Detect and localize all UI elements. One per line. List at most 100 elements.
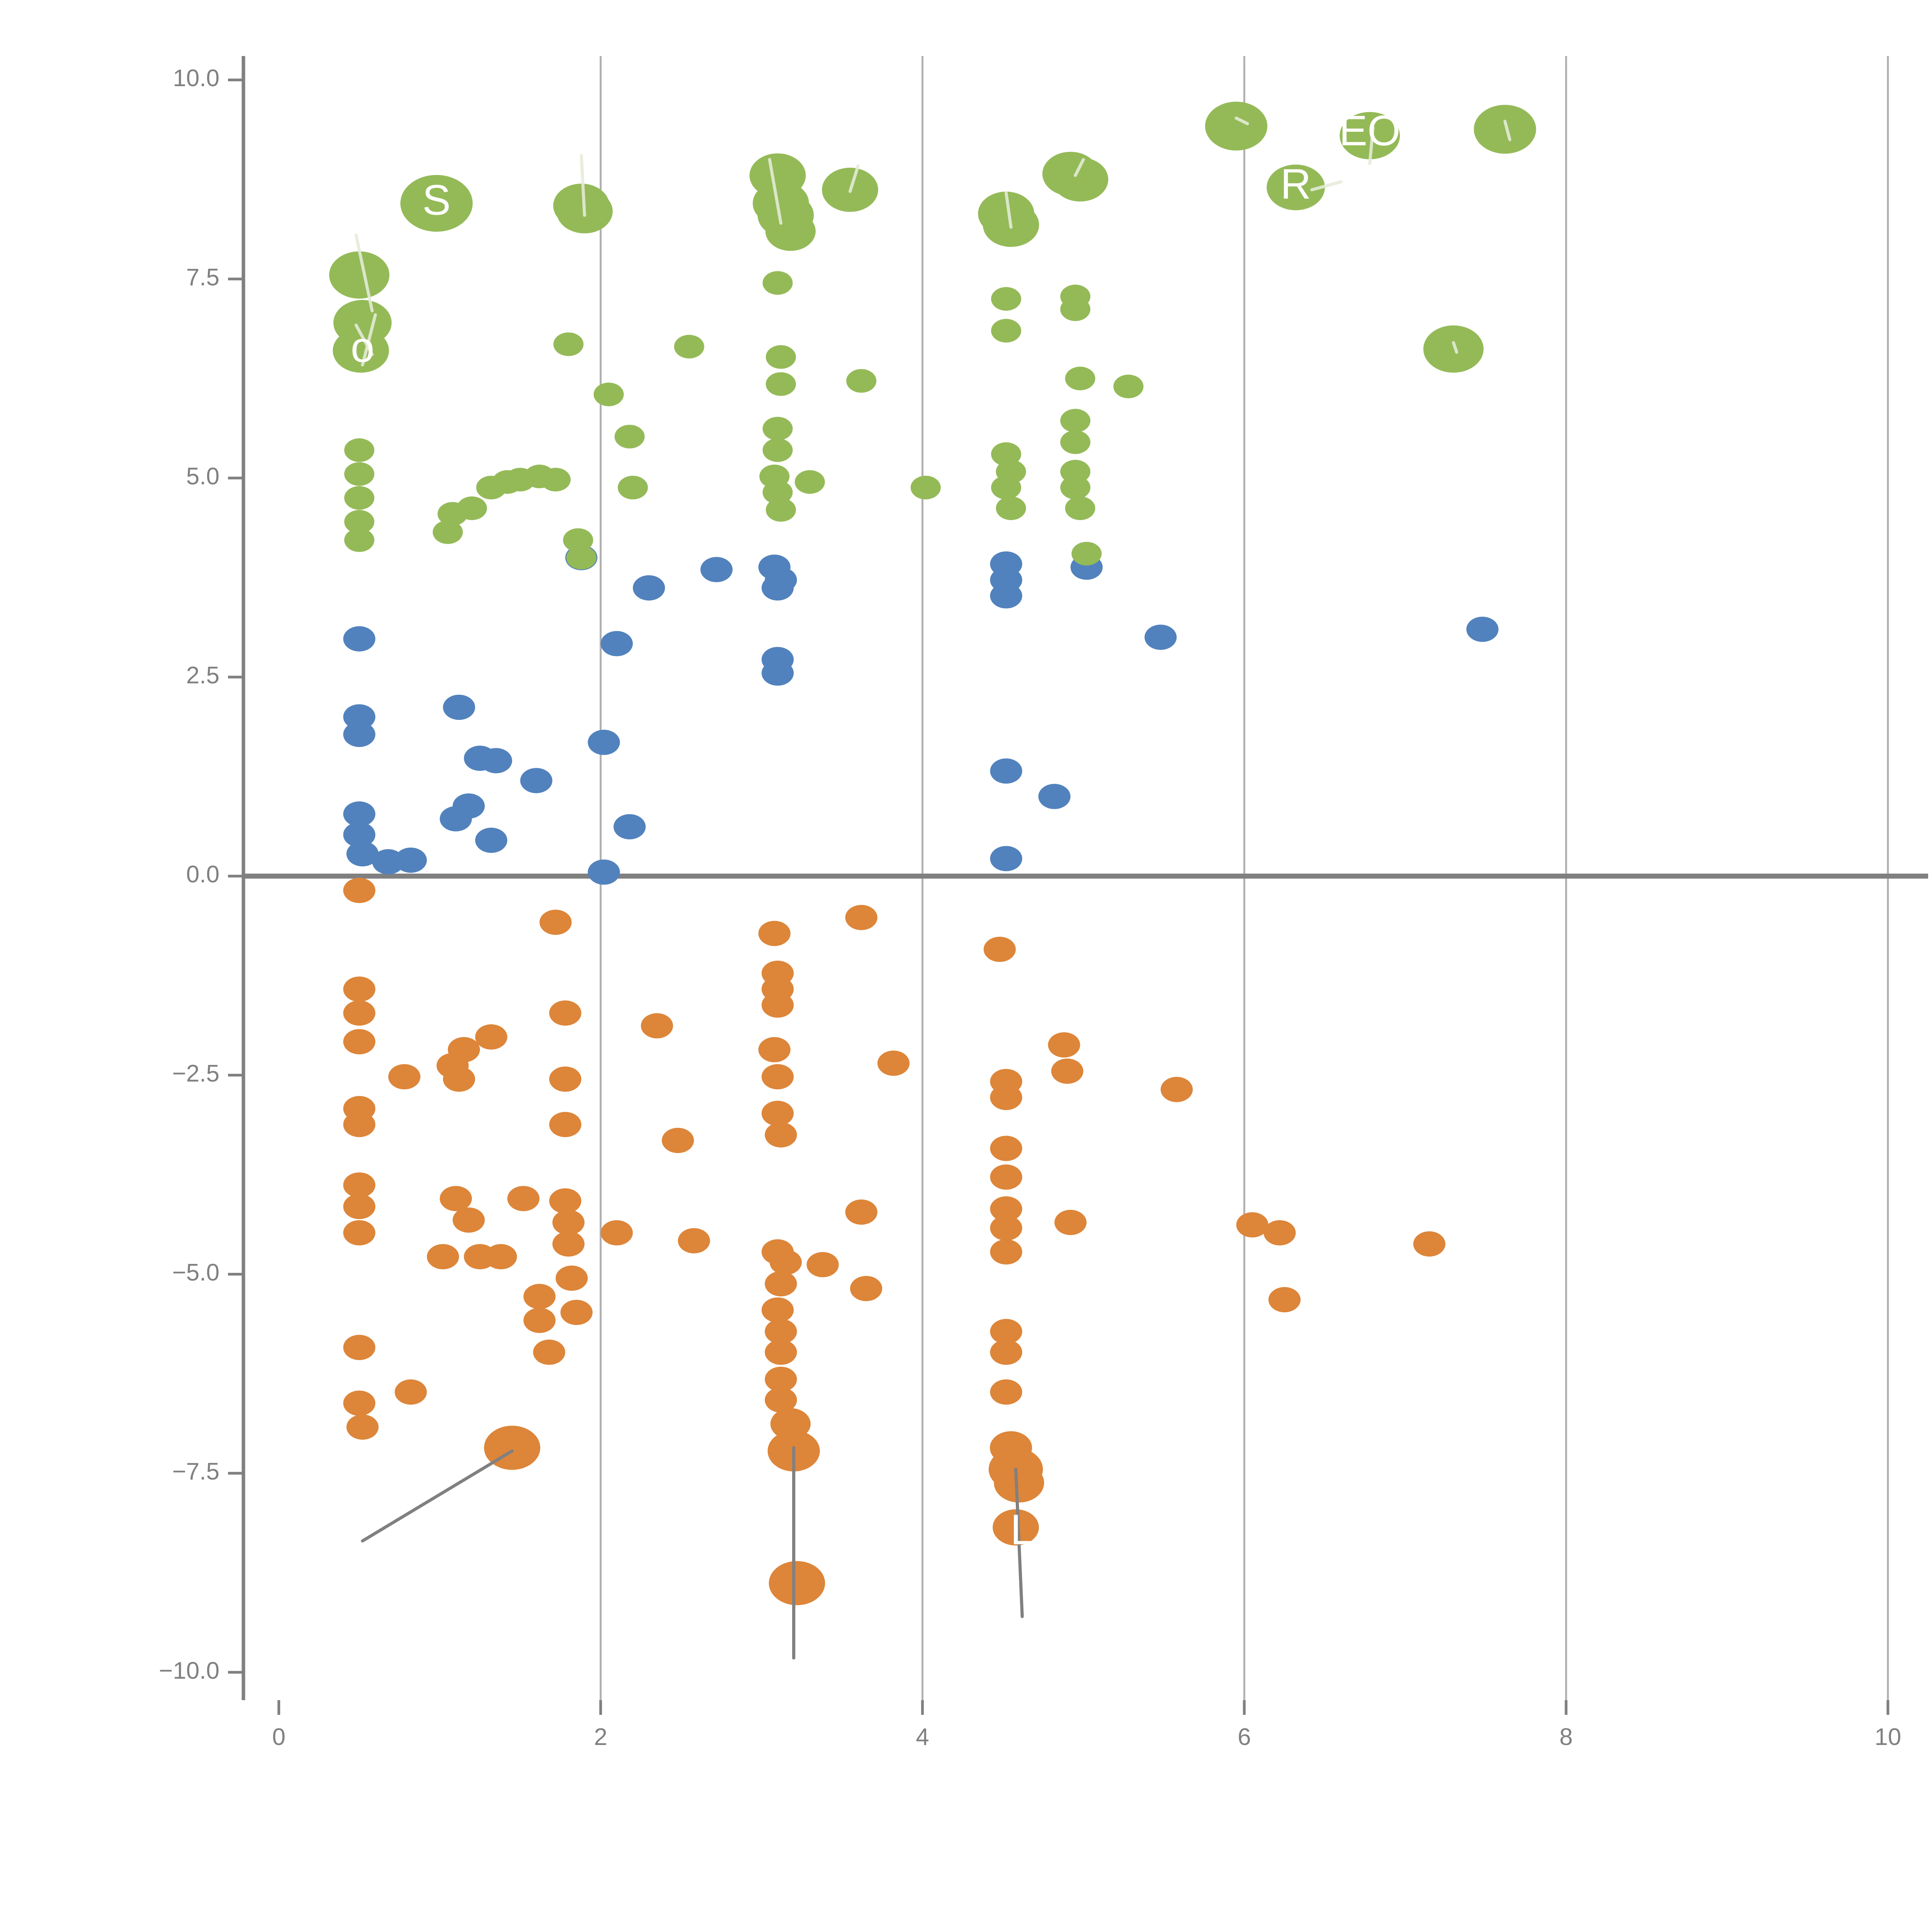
data-point[interactable] [588, 859, 620, 885]
data-point[interactable] [1060, 409, 1090, 433]
data-point[interactable] [765, 1366, 797, 1392]
data-point[interactable] [600, 1220, 633, 1246]
data-point[interactable] [762, 480, 793, 504]
data-point[interactable] [427, 1244, 459, 1269]
data-point[interactable] [452, 793, 485, 819]
data-point[interactable] [1065, 496, 1095, 520]
data-point[interactable] [990, 1196, 1022, 1222]
data-point[interactable] [991, 319, 1021, 343]
data-point[interactable] [765, 345, 796, 369]
data-point[interactable] [457, 496, 487, 520]
data-point[interactable] [1060, 476, 1090, 500]
data-point[interactable] [1268, 1287, 1301, 1313]
data-point[interactable] [553, 332, 584, 356]
data-point[interactable] [539, 910, 572, 935]
data-point[interactable] [794, 470, 825, 494]
data-point[interactable] [613, 814, 646, 840]
data-point[interactable] [443, 1066, 475, 1092]
data-point[interactable] [1113, 374, 1144, 398]
data-point[interactable] [991, 476, 1021, 500]
data-point[interactable] [1267, 164, 1325, 211]
data-point[interactable] [1060, 297, 1090, 321]
data-point[interactable] [765, 1271, 797, 1296]
data-point[interactable] [343, 976, 376, 1002]
data-point[interactable] [552, 1210, 585, 1235]
data-point[interactable] [761, 660, 794, 686]
data-point[interactable] [343, 626, 376, 651]
data-point[interactable] [990, 846, 1022, 871]
data-point[interactable] [996, 496, 1026, 520]
data-point[interactable] [1048, 1032, 1080, 1058]
data-point[interactable] [452, 1207, 485, 1233]
data-point[interactable] [344, 528, 374, 552]
data-point[interactable] [765, 1319, 797, 1344]
data-point[interactable] [343, 1029, 376, 1054]
data-point[interactable] [400, 175, 473, 232]
data-point[interactable] [343, 1335, 376, 1360]
data-point[interactable] [769, 1561, 825, 1605]
data-point[interactable] [1264, 1220, 1296, 1246]
data-point[interactable] [343, 1112, 376, 1137]
data-point[interactable] [614, 425, 645, 449]
data-point[interactable] [765, 498, 796, 522]
data-point[interactable] [990, 1339, 1022, 1365]
data-point[interactable] [485, 1244, 517, 1269]
data-point[interactable] [343, 721, 376, 747]
data-point[interactable] [1160, 1077, 1193, 1102]
data-point[interactable] [523, 1308, 556, 1333]
data-point[interactable] [1051, 1058, 1083, 1084]
data-point[interactable] [440, 1186, 472, 1211]
data-point[interactable] [1071, 542, 1102, 566]
data-point[interactable] [343, 801, 376, 827]
data-point[interactable] [560, 1299, 593, 1325]
data-point[interactable] [762, 417, 793, 440]
data-point[interactable] [329, 251, 389, 299]
data-point[interactable] [566, 546, 597, 570]
data-point[interactable] [617, 476, 648, 500]
data-point[interactable] [1236, 1212, 1269, 1238]
data-point[interactable] [765, 1387, 797, 1413]
data-point[interactable] [346, 841, 379, 867]
data-point[interactable] [990, 1319, 1022, 1344]
data-point[interactable] [432, 520, 463, 544]
data-point[interactable] [762, 271, 793, 295]
data-point[interactable] [395, 847, 427, 873]
data-point[interactable] [520, 768, 553, 793]
data-point[interactable] [343, 1172, 376, 1198]
data-point[interactable] [344, 462, 374, 486]
data-point[interactable] [758, 1037, 791, 1063]
data-point[interactable] [447, 1037, 480, 1063]
data-point[interactable] [549, 1066, 582, 1092]
data-point[interactable] [1060, 430, 1090, 454]
data-point[interactable] [563, 528, 594, 552]
data-point[interactable] [990, 758, 1022, 784]
data-point[interactable] [758, 921, 791, 946]
data-point[interactable] [507, 1186, 540, 1211]
data-point[interactable] [990, 1215, 1022, 1241]
data-point[interactable] [765, 372, 796, 396]
data-point[interactable] [343, 704, 376, 730]
data-point[interactable] [346, 1414, 379, 1440]
data-point[interactable] [395, 1379, 427, 1405]
data-point[interactable] [344, 486, 374, 510]
data-point[interactable] [1065, 366, 1095, 391]
data-point[interactable] [910, 476, 941, 500]
data-point[interactable] [850, 1276, 883, 1301]
data-point[interactable] [846, 369, 877, 393]
data-point[interactable] [761, 1064, 794, 1090]
data-point[interactable] [388, 1064, 421, 1090]
data-point[interactable] [1339, 112, 1400, 160]
data-point[interactable] [1466, 616, 1499, 642]
data-point[interactable] [762, 438, 793, 462]
data-point[interactable] [990, 1085, 1022, 1110]
data-point[interactable] [845, 1199, 878, 1225]
data-point[interactable] [1413, 1231, 1446, 1257]
data-point[interactable] [990, 1136, 1022, 1161]
data-point[interactable] [1423, 325, 1484, 373]
data-point[interactable] [533, 1339, 565, 1365]
data-point[interactable] [1054, 1210, 1087, 1235]
data-point[interactable] [761, 1100, 794, 1126]
data-point[interactable] [993, 1509, 1039, 1546]
data-point[interactable] [990, 1164, 1022, 1190]
data-point[interactable] [641, 1013, 673, 1039]
